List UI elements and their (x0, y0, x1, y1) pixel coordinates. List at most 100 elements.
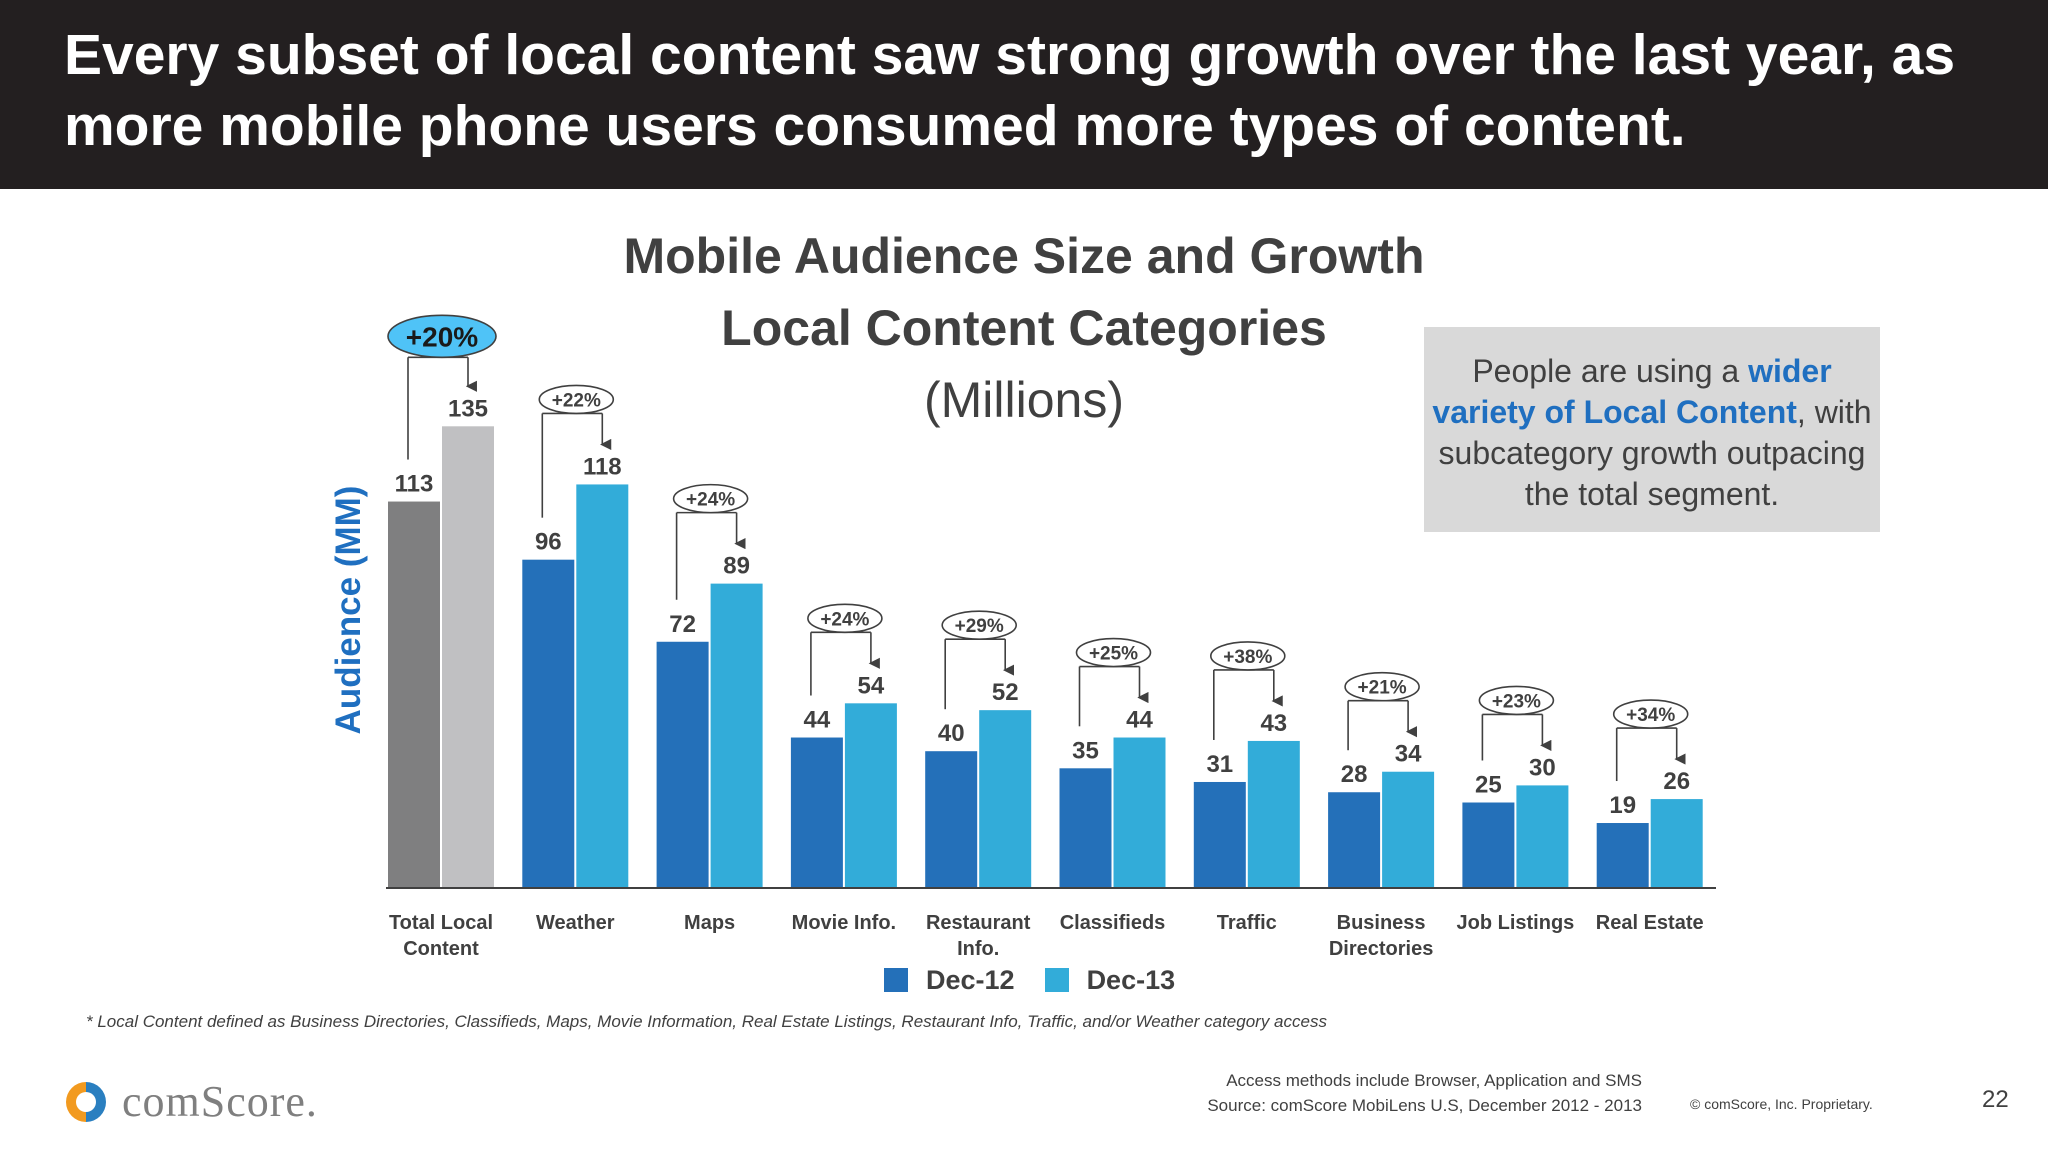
category-label: Traffic (1217, 912, 1277, 934)
bar-dec-12 (1462, 802, 1515, 888)
header-bar: Every subset of local content saw strong… (0, 0, 2048, 189)
bar-dec-13 (1650, 799, 1703, 888)
data-label-dec-13: 44 (1126, 707, 1153, 734)
bar-dec-13 (1113, 737, 1166, 888)
data-label-dec-12: 40 (938, 720, 965, 747)
chart-subtitle: Local Content Categories (721, 300, 1327, 356)
legend-swatch-dec-13 (1044, 968, 1069, 992)
chart-legend: Dec-12 Dec-13 (884, 960, 1205, 1000)
data-label-dec-12: 31 (1206, 751, 1233, 778)
bar-dec-13 (844, 703, 897, 888)
bar-dec-12 (790, 737, 843, 888)
logo-wordmark: comScore. (122, 1077, 318, 1126)
callout-emphasis: wider variety of Local Content (1432, 353, 1832, 430)
data-label-dec-13: 54 (858, 672, 885, 699)
growth-badge (1344, 671, 1420, 702)
growth-label: +20% (406, 321, 478, 352)
comscore-logo: comScore. (64, 1076, 318, 1127)
growth-label: +25% (1089, 644, 1138, 665)
growth-label: +24% (686, 490, 735, 511)
growth-label: +24% (820, 609, 869, 630)
bar-dec-12 (925, 751, 978, 888)
growth-badge (387, 314, 497, 359)
data-label-dec-12: 96 (535, 529, 562, 556)
footnote: * Local Content defined as Business Dire… (86, 1012, 1327, 1031)
category-label: Directories (1329, 938, 1434, 960)
data-label-dec-13: 118 (583, 453, 622, 480)
growth-badge (807, 603, 883, 634)
bar-dec-13 (710, 583, 763, 888)
category-label: Job Listings (1457, 912, 1575, 934)
y-axis-label: Audience (MM) (329, 486, 368, 735)
legend-label-dec-12: Dec-12 (926, 964, 1015, 995)
data-label-dec-13: 34 (1395, 741, 1422, 768)
access-methods-note: Access methods include Browser, Applicat… (1226, 1071, 1642, 1090)
growth-badge (1210, 641, 1286, 671)
bar-dec-13 (979, 710, 1032, 888)
bar-dec-12 (1328, 792, 1381, 888)
copyright: © comScore, Inc. Proprietary. (1690, 1096, 1873, 1112)
growth-label: +21% (1358, 678, 1407, 699)
comscore-logo-icon (66, 1081, 106, 1122)
growth-badge (672, 483, 749, 514)
bar-dec-13 (1247, 740, 1300, 888)
growth-badge (538, 384, 615, 415)
category-label: Movie Info. (792, 912, 896, 934)
callout-text-start: People are using a (1472, 353, 1749, 389)
legend-swatch-dec-12 (884, 968, 908, 992)
slide-headline: Every subset of local content saw strong… (64, 23, 1956, 158)
category-label: Total Local (389, 912, 493, 934)
bar-dec-13 (576, 484, 629, 888)
bar-dec-12 (656, 641, 709, 888)
legend-item-dec-13: Dec-13 (1044, 964, 1176, 996)
category-label: Classifieds (1060, 912, 1166, 934)
bar-dec-12 (1596, 823, 1649, 888)
bar-dec-12 (388, 501, 440, 888)
growth-label: +34% (1626, 705, 1675, 726)
category-label: Maps (684, 912, 735, 934)
data-label-dec-13: 52 (992, 679, 1019, 706)
growth-label: +22% (552, 390, 601, 411)
data-label-dec-13: 30 (1529, 754, 1556, 781)
category-label: Info. (957, 938, 999, 960)
bar-dec-12 (1193, 781, 1246, 888)
data-label-dec-12: 28 (1341, 761, 1368, 788)
legend-label-dec-13: Dec-13 (1086, 964, 1176, 995)
growth-badge (941, 610, 1018, 640)
bar-dec-12 (522, 559, 575, 888)
category-label: Restaurant (926, 912, 1031, 934)
growth-badge (1075, 637, 1152, 668)
data-label-dec-12: 113 (395, 471, 434, 498)
data-label-dec-13: 89 (723, 553, 750, 580)
data-label-dec-13: 135 (448, 395, 488, 422)
source-note: Source: comScore MobiLens U.S, December … (1207, 1096, 1642, 1115)
data-label-dec-12: 25 (1475, 772, 1502, 799)
data-label-dec-12: 72 (669, 611, 696, 638)
growth-badge (1478, 685, 1555, 716)
category-label: Business (1337, 912, 1426, 934)
bar-dec-13 (1516, 785, 1569, 888)
data-label-dec-12: 44 (804, 707, 831, 734)
insight-callout: People are using a wider variety of Loca… (1424, 327, 1880, 532)
bar-dec-13 (442, 426, 494, 888)
growth-badge (1612, 699, 1689, 729)
chart-unit: (Millions) (924, 372, 1124, 428)
legend-item-dec-12: Dec-12 (884, 965, 1015, 996)
category-label: Content (403, 938, 479, 960)
page-number: 22 (1982, 1086, 2009, 1113)
data-label-dec-13: 43 (1260, 710, 1287, 737)
category-label: Weather (536, 912, 615, 934)
source-notes: Access methods include Browser, Applicat… (1080, 1068, 1642, 1118)
bar-dec-13 (1382, 771, 1435, 888)
callout-text-end: , with subcategory growth outpacing the … (1438, 394, 1872, 512)
data-label-dec-12: 19 (1609, 792, 1636, 819)
growth-label: +38% (1223, 647, 1272, 668)
category-label: Real Estate (1596, 912, 1704, 934)
growth-label: +23% (1492, 691, 1541, 712)
growth-label: +29% (955, 616, 1004, 637)
data-label-dec-12: 35 (1072, 737, 1099, 764)
bar-dec-12 (1059, 768, 1112, 888)
chart-title: Mobile Audience Size and Growth (623, 228, 1425, 284)
data-label-dec-13: 26 (1663, 768, 1690, 795)
